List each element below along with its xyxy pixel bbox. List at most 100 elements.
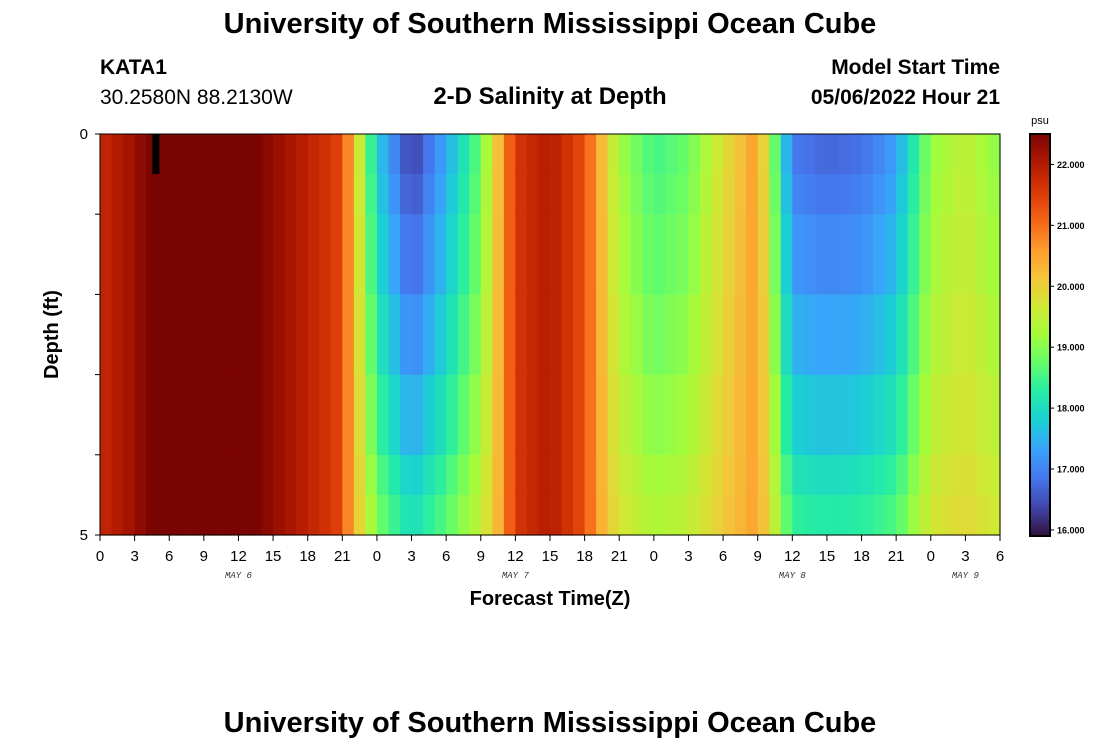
- heatmap-cell: [757, 494, 770, 536]
- heatmap-cell: [400, 374, 413, 456]
- heatmap-cell: [192, 294, 205, 376]
- heatmap-cell: [838, 214, 851, 295]
- colorbar-tick-label: 21.000: [1057, 221, 1085, 231]
- heatmap-cell: [203, 494, 216, 536]
- x-tick-label: 15: [819, 548, 836, 565]
- heatmap-cell: [700, 214, 713, 295]
- heatmap-cell: [976, 494, 990, 536]
- date-label: MAY 8: [779, 571, 807, 581]
- heatmap-cell: [411, 374, 424, 456]
- heatmap-cell: [400, 174, 413, 215]
- heatmap-cell: [203, 374, 216, 456]
- heatmap-cell: [250, 494, 263, 536]
- heatmap-cell: [492, 454, 505, 496]
- heatmap-cell: [584, 294, 597, 376]
- heatmap-cell: [884, 174, 897, 215]
- heatmap-cell: [388, 174, 401, 215]
- heatmap-cell: [746, 494, 759, 536]
- heatmap-cell: [630, 174, 643, 215]
- heatmap-cell: [873, 374, 886, 456]
- heatmap-cell: [180, 174, 193, 215]
- heatmap-cell: [942, 294, 955, 376]
- heatmap-cell: [780, 134, 793, 175]
- heatmap-cell: [330, 134, 343, 175]
- heatmap-cell: [319, 214, 332, 295]
- colorbar-tick-label: 17.000: [1057, 465, 1085, 475]
- heatmap-cell: [584, 134, 597, 175]
- heatmap-cell: [792, 454, 805, 496]
- heatmap-cell: [296, 294, 309, 376]
- heatmap-cell: [769, 134, 782, 175]
- x-tick-label: 12: [230, 548, 247, 565]
- heatmap-cell: [503, 374, 516, 456]
- heatmap-cell: [803, 494, 816, 536]
- heatmap-cell: [826, 174, 840, 215]
- heatmap-cell: [180, 494, 193, 536]
- heatmap-cell: [457, 374, 470, 456]
- heatmap-cell: [353, 214, 366, 295]
- heatmap-cell: [630, 374, 643, 456]
- heatmap-cell: [284, 174, 297, 215]
- heatmap-cell: [873, 294, 886, 376]
- heatmap-cell: [838, 294, 851, 376]
- x-tick-label: 21: [888, 548, 905, 565]
- heatmap-cell: [434, 214, 447, 295]
- x-tick-label: 3: [407, 548, 415, 565]
- heatmap-cell: [700, 294, 713, 376]
- colorbar: psu 22.000 21.000 20.000 19.000 18.000 17.000…: [1029, 115, 1085, 537]
- heatmap-cell: [388, 214, 401, 295]
- heatmap-cell: [400, 454, 413, 496]
- heatmap-cell: [942, 374, 955, 456]
- heatmap-cell: [446, 294, 459, 376]
- heatmap-cell: [584, 214, 597, 295]
- heatmap-cell: [596, 454, 609, 496]
- heatmap-cell: [700, 454, 713, 496]
- heatmap-cell: [342, 294, 355, 376]
- heatmap-cell: [642, 454, 655, 496]
- heatmap-cell: [180, 214, 193, 295]
- date-label: MAY 7: [502, 571, 530, 581]
- heatmap-cell: [169, 294, 182, 376]
- heatmap-cell: [146, 494, 159, 536]
- heatmap-cell: [457, 454, 470, 496]
- heatmap-cell: [826, 374, 840, 456]
- heatmap-cell: [919, 174, 932, 215]
- heatmap-cell: [226, 134, 240, 175]
- heatmap-cell: [630, 134, 643, 175]
- heatmap-cell: [561, 174, 574, 215]
- date-label: MAY 6: [225, 571, 253, 581]
- heatmap-cell: [480, 494, 493, 536]
- heatmap-cell: [653, 454, 666, 496]
- heatmap-cell: [965, 454, 978, 496]
- heatmap-cell: [757, 134, 770, 175]
- x-tick-label: 9: [477, 548, 485, 565]
- heatmap-cell: [100, 134, 113, 175]
- heatmap-cell: [757, 374, 770, 456]
- heatmap-cell: [573, 374, 586, 456]
- heatmap-cell: [711, 454, 724, 496]
- heatmap-cell: [653, 134, 666, 175]
- heatmap-cell: [457, 494, 470, 536]
- heatmap-cell: [780, 214, 793, 295]
- heatmap-cell: [342, 454, 355, 496]
- heatmap-cell: [896, 174, 909, 215]
- heatmap-cell: [457, 134, 470, 175]
- heatmap-cell: [469, 374, 482, 456]
- heatmap-cell: [907, 174, 920, 215]
- y-axis-label: Depth (ft): [41, 290, 63, 379]
- colorbar-tick-label: 19.000: [1057, 343, 1085, 353]
- x-tick-label: 6: [442, 548, 450, 565]
- heatmap-cell: [238, 374, 251, 456]
- heatmap-cell: [953, 134, 966, 175]
- heatmap-cell: [492, 214, 505, 295]
- heatmap-cell: [780, 374, 793, 456]
- heatmap-cell: [111, 454, 124, 496]
- x-tick-label: 6: [996, 548, 1004, 565]
- heatmap-cell: [319, 494, 332, 536]
- heatmap-cell: [769, 214, 782, 295]
- heatmap-cell: [446, 174, 459, 215]
- heatmap-cell: [896, 214, 909, 295]
- heatmap-cell: [100, 454, 113, 496]
- heatmap-cell: [192, 494, 205, 536]
- heatmap-cell: [226, 214, 240, 295]
